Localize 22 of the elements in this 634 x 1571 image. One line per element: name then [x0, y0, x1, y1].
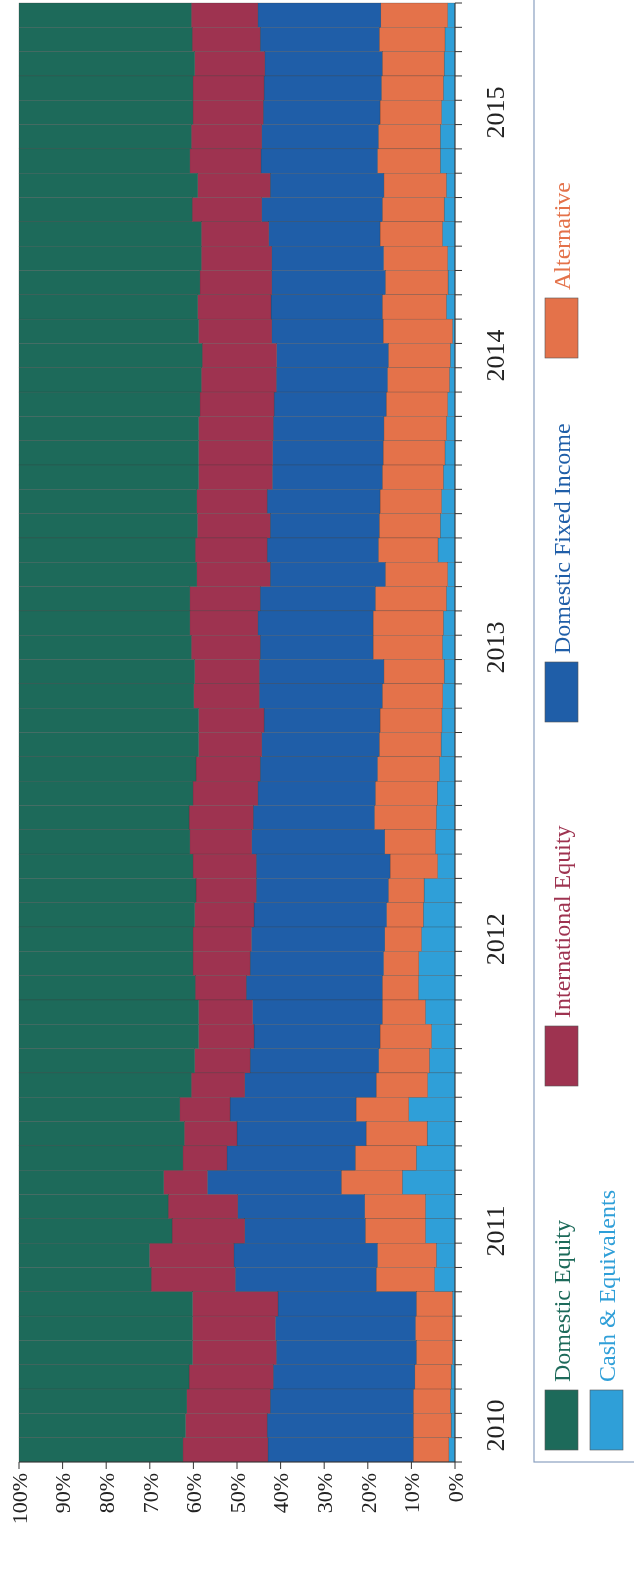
text: Domestic Fixed Income	[549, 423, 576, 654]
y-tick-label: 2015	[481, 86, 511, 139]
x-tick-label: 70%	[137, 1473, 163, 1514]
x-tick-label: 40%	[268, 1473, 294, 1514]
text: Domestic Equity	[549, 1220, 576, 1382]
x-tick-label: 80%	[93, 1473, 119, 1514]
y-tick-label: 2011	[481, 1205, 511, 1257]
y-tick-label: 2013	[481, 621, 511, 674]
text: Alternative	[549, 182, 576, 290]
x-tick-label: 0%	[442, 1473, 468, 1503]
y-tick-label: 2010	[481, 1399, 511, 1452]
y-tick-label: 2014	[481, 329, 511, 382]
x-tick-label: 50%	[224, 1473, 250, 1514]
x-tick-label: 90%	[50, 1473, 76, 1514]
x-tick-label: 10%	[399, 1473, 425, 1514]
x-tick-label: 60%	[181, 1473, 207, 1514]
x-tick-label: 20%	[355, 1473, 381, 1514]
text: Cash & Equivalents	[594, 1190, 621, 1382]
x-tick-label: 100%	[6, 1473, 32, 1525]
text: International Equity	[549, 825, 576, 1018]
x-tick-label: 30%	[311, 1473, 337, 1514]
y-tick-label: 2012	[481, 913, 511, 966]
